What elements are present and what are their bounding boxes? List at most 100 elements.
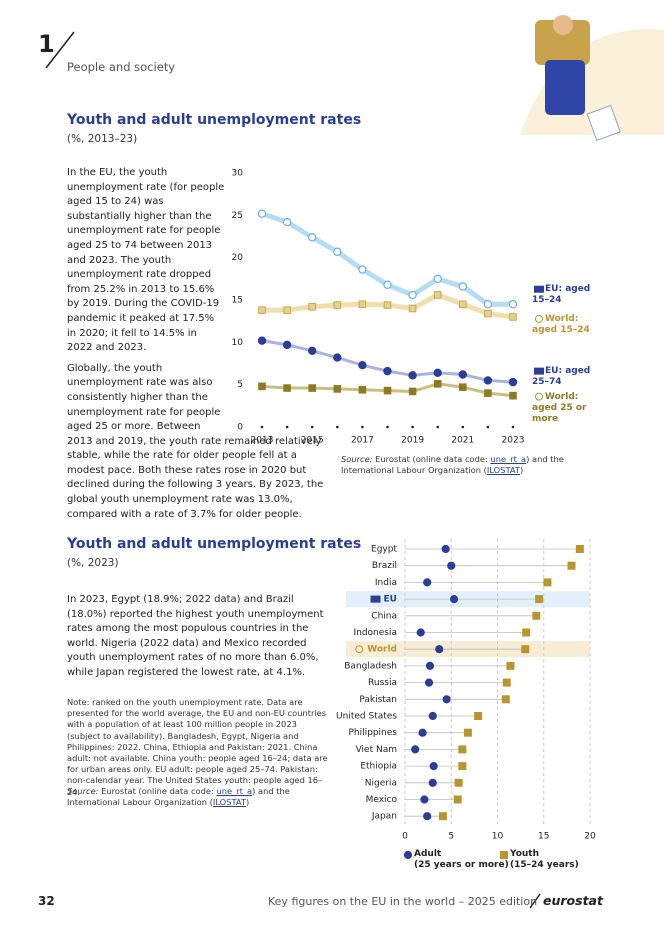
note: Note: ranked on the youth unemployment r… (67, 697, 328, 797)
globe-icon (535, 314, 543, 323)
x-tick-label: 2013 (251, 436, 274, 446)
marker (459, 300, 467, 309)
marker (333, 247, 342, 256)
marker (458, 762, 467, 771)
marker (433, 380, 442, 388)
marker (521, 645, 530, 654)
marker (283, 306, 291, 314)
source-link: une_rt_a (216, 786, 253, 796)
legend-label: World: aged 25 or more (532, 391, 587, 424)
section-text: In 2023, Egypt (18.9%; 2022 data) and Br… (67, 593, 332, 687)
marker (383, 366, 392, 376)
category-label: Nigeria (365, 778, 397, 788)
marker (257, 209, 267, 218)
marker (441, 544, 450, 554)
category-label: World (367, 645, 397, 655)
marker (575, 545, 584, 553)
x-tick-mark (411, 425, 414, 429)
x-tick-mark (511, 425, 515, 429)
category-label: United States (336, 712, 397, 722)
x-tick-mark (310, 425, 314, 429)
marker (258, 306, 266, 314)
marker (383, 386, 392, 395)
marker (408, 371, 417, 380)
marker (458, 745, 467, 754)
marker (416, 628, 425, 637)
footer-slash (529, 893, 541, 909)
marker (258, 382, 266, 391)
marker (522, 628, 531, 637)
marker (500, 851, 508, 859)
marker (463, 728, 472, 737)
legend-label: Youth (510, 849, 539, 859)
globe-icon (355, 645, 364, 654)
category-label: Russia (368, 678, 397, 688)
x-tick-label: 5 (448, 832, 454, 842)
x-tick-mark (486, 425, 490, 429)
source-link: une_rt_a (490, 454, 527, 464)
category-label: Japan (371, 812, 397, 822)
x-tick-mark (436, 425, 440, 429)
marker (508, 300, 518, 309)
legend-label: World: aged 15–24 (532, 313, 590, 335)
section-subtitle: (%, 2023) (67, 557, 119, 569)
marker (308, 302, 316, 311)
chapter-title: People and society (67, 60, 176, 74)
marker (333, 353, 342, 362)
y-tick-label: 30 (232, 169, 244, 179)
marker (449, 594, 459, 604)
category-label: Indonesia (353, 628, 397, 638)
brand: eurostat (543, 893, 603, 908)
marker (435, 645, 444, 654)
category-label: Bangladesh (344, 661, 397, 671)
marker (509, 391, 517, 400)
header-slash (45, 31, 75, 69)
marker (459, 383, 467, 392)
marker (383, 301, 392, 309)
decor-head (553, 15, 573, 35)
x-tick-mark (361, 425, 364, 429)
marker (333, 385, 342, 393)
section-text: In the EU, the youth unemployment rate (… (67, 166, 325, 528)
marker (423, 578, 432, 587)
x-tick-label: 10 (492, 832, 504, 842)
y-tick-label: 0 (237, 423, 243, 433)
marker (423, 812, 432, 821)
marker (408, 304, 417, 313)
category-label: Pakistan (359, 695, 397, 705)
legend-note: (15–24 years) (510, 860, 579, 870)
category-label: Egypt (371, 545, 397, 555)
x-tick-label: 2021 (451, 436, 474, 446)
marker (433, 291, 442, 299)
x-tick-label: 2017 (351, 436, 374, 446)
chapter-number: 1 (38, 30, 55, 58)
marker (543, 578, 552, 587)
marker (484, 309, 492, 318)
marker (501, 695, 510, 704)
y-tick-label: 25 (232, 211, 243, 221)
marker (257, 336, 267, 345)
source-link: ILOSTAT (486, 465, 520, 476)
legend-label: EU: aged 15–24 (532, 284, 591, 306)
x-tick-mark (285, 425, 289, 429)
source-text: Eurostat (online data code: (98, 786, 217, 796)
marker (308, 384, 316, 392)
marker (433, 274, 442, 284)
y-tick-label: 5 (237, 380, 243, 390)
marker (333, 301, 342, 309)
marker (438, 812, 447, 821)
marker (442, 695, 451, 704)
x-tick-label: 0 (402, 832, 408, 842)
x-tick-label: 20 (584, 832, 596, 842)
marker (447, 561, 456, 570)
marker (453, 795, 462, 804)
marker (282, 217, 292, 227)
marker (282, 340, 292, 350)
source: Source: Eurostat (online data code: une_… (341, 454, 601, 476)
decor-legs (545, 60, 585, 115)
eu-flag-icon (534, 285, 544, 293)
marker (358, 360, 367, 370)
paragraph: In 2023, Egypt (18.9%; 2022 data) and Br… (67, 594, 324, 678)
